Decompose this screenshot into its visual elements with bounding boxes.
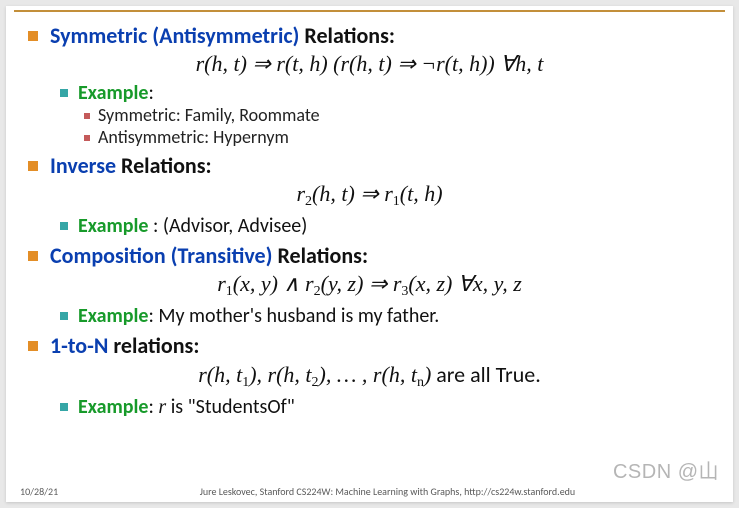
f-inv-p3: (t, h) xyxy=(400,181,443,206)
subitem-symmetric-2: Antisymmetric: Hypernym xyxy=(84,127,711,149)
example-colon: : xyxy=(149,81,154,105)
example-symmetric: Example: xyxy=(60,81,711,105)
bullet-l1-icon xyxy=(28,251,38,261)
heading-inverse-rest: Relations: xyxy=(116,152,212,179)
f-comp-p3: (y, z) ⇒ r xyxy=(321,271,402,296)
subitem-symmetric-1: Symmetric: Family, Roommate xyxy=(84,105,711,127)
bullet-l1-icon xyxy=(28,341,38,351)
example-inverse-text: Example : (Advisor, Advisee) xyxy=(78,214,307,238)
footer-date: 10/28/21 xyxy=(20,485,58,498)
example-1ton-r: r xyxy=(158,396,166,418)
example-1ton-b: is "StudentsOf" xyxy=(166,395,295,419)
top-accent-line xyxy=(14,10,725,12)
subitem-symmetric-1-text: Symmetric: Family, Roommate xyxy=(98,105,320,127)
example-inverse-rest: : (Advisor, Advisee) xyxy=(149,214,308,238)
example-label: Example xyxy=(78,81,149,105)
f-inv-p1: r xyxy=(296,181,305,206)
heading-symmetric-rest: Relations: xyxy=(299,22,395,49)
example-1ton-text: Example: r is "StudentsOf" xyxy=(78,395,295,419)
heading-1ton-rest: relations: xyxy=(108,332,199,359)
formula-symmetric: r(h, t) ⇒ r(t, h) (r(h, t) ⇒ ¬r(t, h)) ∀… xyxy=(28,51,711,77)
bullet-l1-icon xyxy=(28,161,38,171)
example-label: Example xyxy=(78,214,149,238)
bullet-l3-icon xyxy=(84,135,90,141)
section-1ton: 1-to-N relations: xyxy=(28,332,711,359)
example-inverse: Example : (Advisor, Advisee) xyxy=(60,214,711,238)
f-1n-p1: r(h, t xyxy=(198,362,242,387)
formula-symmetric-text: r(h, t) ⇒ r(t, h) (r(h, t) ⇒ ¬r(t, h)) ∀… xyxy=(196,51,544,76)
example-composition-rest: : My mother's husband is my father. xyxy=(149,304,440,328)
heading-composition-rest: Relations: xyxy=(272,242,368,269)
footer-spacer xyxy=(717,485,719,498)
f-comp-s1: 1 xyxy=(226,284,233,299)
bullet-l2-icon xyxy=(60,89,68,97)
bullet-l3-icon xyxy=(84,113,90,119)
example-1ton: Example: r is "StudentsOf" xyxy=(60,395,711,419)
watermark: CSDN @山 xyxy=(613,455,719,484)
slide-content: Symmetric (Antisymmetric) Relations: r(h… xyxy=(28,18,711,480)
example-symmetric-text: Example: xyxy=(78,81,154,105)
formula-composition: r1(x, y) ∧ r2(y, z) ⇒ r3(x, z) ∀x, y, z xyxy=(28,271,711,300)
example-label: Example xyxy=(78,395,149,419)
section-inverse: Inverse Relations: xyxy=(28,152,711,179)
footer-credit: Jure Leskovec, Stanford CS224W: Machine … xyxy=(200,485,575,498)
f-inv-s2: 1 xyxy=(393,194,400,209)
f-comp-p2: (x, y) ∧ r xyxy=(233,271,314,296)
example-1ton-a: : xyxy=(149,395,159,419)
f-comp-p1: r xyxy=(217,271,226,296)
example-composition-text: Example: My mother's husband is my fathe… xyxy=(78,304,439,328)
formula-inverse: r2(h, t) ⇒ r1(t, h) xyxy=(28,181,711,210)
formula-1ton: r(h, t1), r(h, t2), … , r(h, tn) are all… xyxy=(28,361,711,391)
heading-symmetric-blue: Symmetric (Antisymmetric) xyxy=(50,22,299,49)
example-label: Example xyxy=(78,304,149,328)
heading-symmetric: Symmetric (Antisymmetric) Relations: xyxy=(50,22,395,49)
section-composition: Composition (Transitive) Relations: xyxy=(28,242,711,269)
slide: Symmetric (Antisymmetric) Relations: r(h… xyxy=(6,6,733,502)
heading-composition: Composition (Transitive) Relations: xyxy=(50,242,368,269)
f-inv-p2: (h, t) ⇒ r xyxy=(312,181,393,206)
f-comp-s2: 2 xyxy=(314,284,321,299)
f-1n-s3: n xyxy=(417,375,424,390)
heading-composition-blue: Composition (Transitive) xyxy=(50,242,272,269)
heading-inverse: Inverse Relations: xyxy=(50,152,212,179)
f-comp-p4: (x, z) ∀x, y, z xyxy=(408,271,521,296)
bullet-l2-icon xyxy=(60,403,68,411)
subitem-symmetric-2-text: Antisymmetric: Hypernym xyxy=(98,127,289,149)
example-composition: Example: My mother's husband is my fathe… xyxy=(60,304,711,328)
section-symmetric: Symmetric (Antisymmetric) Relations: xyxy=(28,22,711,49)
bullet-l2-icon xyxy=(60,312,68,320)
f-inv-s1: 2 xyxy=(305,194,312,209)
footer: 10/28/21 Jure Leskovec, Stanford CS224W:… xyxy=(20,485,719,498)
heading-inverse-blue: Inverse xyxy=(50,152,116,179)
heading-1ton-blue: 1-to-N xyxy=(50,332,108,359)
f-1n-p3: ), … , r(h, t xyxy=(319,362,417,387)
f-1n-p2: ), r(h, t xyxy=(249,362,311,387)
f-1n-tail: are all True. xyxy=(431,361,541,388)
f-1n-s2: 2 xyxy=(312,375,319,390)
heading-1ton: 1-to-N relations: xyxy=(50,332,199,359)
bullet-l2-icon xyxy=(60,222,68,230)
bullet-l1-icon xyxy=(28,31,38,41)
